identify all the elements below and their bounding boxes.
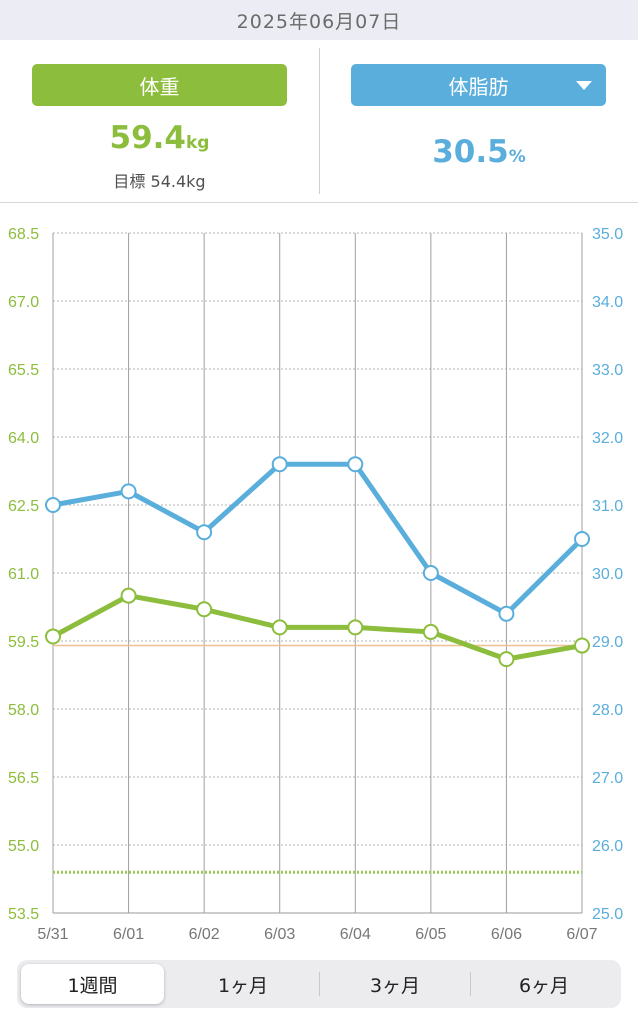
y-tick-label-right: 26.0 <box>592 838 623 855</box>
y-tick-label-right: 35.0 <box>592 226 623 243</box>
y-tick-label-left: 53.5 <box>8 906 39 923</box>
y-tick-label-right: 25.0 <box>592 906 623 923</box>
y-tick-label-left: 59.5 <box>8 634 39 651</box>
bodyfat-panel: 体脂肪 30.5% <box>320 40 638 202</box>
y-tick-label-left: 58.0 <box>8 702 39 719</box>
y-tick-label-right: 30.0 <box>592 566 623 583</box>
header-divider <box>0 202 638 203</box>
weight-value: 59.4kg <box>0 120 319 156</box>
x-tick-label: 5/31 <box>37 926 68 943</box>
weight-data-point <box>45 628 61 645</box>
weight-data-point <box>347 619 364 636</box>
weight-data-point <box>120 587 137 604</box>
bodyfat-dropdown-label: 体脂肪 <box>448 74 509 99</box>
tab-3months[interactable]: 3ヶ月 <box>320 964 470 1004</box>
x-tick-label: 6/05 <box>415 926 446 943</box>
y-tick-label-right: 33.0 <box>592 362 623 379</box>
y-tick-label-left: 55.0 <box>8 838 39 855</box>
body_fat-data-point <box>498 605 515 622</box>
body_fat-data-point <box>271 456 288 473</box>
y-tick-label-right: 32.0 <box>592 430 623 447</box>
body_fat-data-point <box>45 497 61 513</box>
body_fat-data-point <box>120 483 137 500</box>
x-tick-label: 6/01 <box>113 926 144 943</box>
panel-divider <box>319 48 320 194</box>
date-text: 2025年06月07日 <box>236 10 402 33</box>
weight-data-point <box>422 623 439 640</box>
tab-divider <box>470 972 471 996</box>
target-weight: 目標 54.4kg <box>0 168 319 192</box>
target-value: 54.4kg <box>150 172 206 191</box>
weight-button[interactable]: 体重 <box>32 64 287 106</box>
x-tick-label: 6/04 <box>340 926 371 943</box>
y-tick-label-left: 68.5 <box>8 226 39 243</box>
body_fat-series-line <box>50 461 585 617</box>
y-tick-label-right: 27.0 <box>592 770 623 787</box>
y-tick-label-right: 31.0 <box>592 498 623 515</box>
bodyfat-number: 30.5 <box>432 134 509 170</box>
y-tick-label-right: 34.0 <box>592 294 623 311</box>
dropdown-caret-icon <box>576 81 592 90</box>
target-label: 目標 <box>113 172 146 191</box>
bodyfat-dropdown[interactable]: 体脂肪 <box>351 64 606 106</box>
tab-1month[interactable]: 1ヶ月 <box>168 964 318 1004</box>
y-tick-label-left: 56.5 <box>8 770 39 787</box>
weight-data-point <box>196 601 213 618</box>
weight-data-point <box>574 637 590 654</box>
y-tick-label-right: 29.0 <box>592 634 623 651</box>
x-tick-label: 6/02 <box>189 926 220 943</box>
weight-bodyfat-chart: 68.5 67.0 65.5 64.0 62.5 61.0 59.5 58.0 56.5 55.0… <box>8 226 623 943</box>
bodyfat-value: 30.5% <box>320 134 638 170</box>
y-tick-label-left: 67.0 <box>8 294 39 311</box>
y-tick-label-right: 28.0 <box>592 702 623 719</box>
weight-button-label: 体重 <box>139 74 180 99</box>
x-tick-label: 6/03 <box>264 926 295 943</box>
body_fat-data-point <box>422 565 439 581</box>
tab-1month-label: 1ヶ月 <box>217 974 269 997</box>
weight-panel: 体重 59.4kg 目標 54.4kg <box>0 40 319 202</box>
weight-number: 59.4 <box>109 120 187 156</box>
y-tick-label-left: 64.0 <box>8 430 39 447</box>
body_fat-data-point <box>347 456 364 473</box>
body_fat-data-point <box>196 524 213 541</box>
tab-6months[interactable]: 6ヶ月 <box>471 964 617 1004</box>
weight-data-point <box>498 651 515 668</box>
tab-3months-label: 3ヶ月 <box>369 974 421 997</box>
date-header: 2025年06月07日 <box>0 0 638 40</box>
x-tick-label: 6/07 <box>566 926 597 943</box>
y-tick-label-left: 61.0 <box>8 566 39 583</box>
weight-unit: kg <box>186 133 210 153</box>
bodyfat-unit: % <box>508 147 526 167</box>
tab-6months-label: 6ヶ月 <box>518 974 570 997</box>
weight-series-line <box>50 593 585 662</box>
tab-1week-label: 1週間 <box>67 974 118 997</box>
x-tick-label: 6/06 <box>491 926 522 943</box>
tab-1week[interactable]: 1週間 <box>21 964 164 1004</box>
body_fat-data-point <box>574 531 590 547</box>
tab-divider <box>319 972 320 996</box>
y-tick-label-left: 62.5 <box>8 498 39 515</box>
y-tick-label-left: 65.5 <box>8 362 39 379</box>
period-tabs: 1週間 1ヶ月 3ヶ月 6ヶ月 <box>17 960 621 1008</box>
weight-data-point <box>271 619 288 636</box>
